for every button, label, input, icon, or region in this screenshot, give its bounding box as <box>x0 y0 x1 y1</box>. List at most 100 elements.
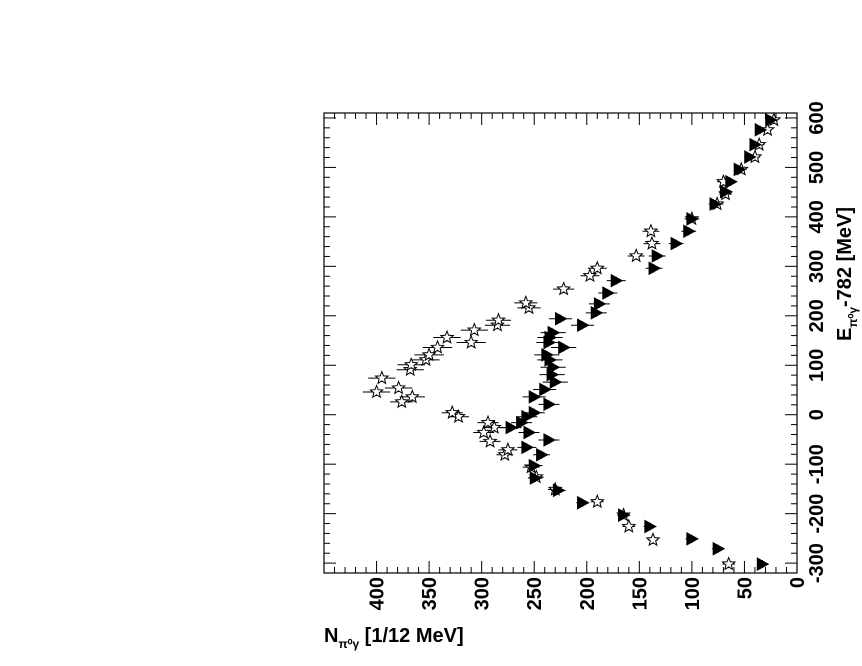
energy-tick-label: -100 <box>806 444 828 484</box>
tick-labels: -300 -200 -100 0 100 200 300 400 500 600 0 50 100 150… <box>367 101 828 610</box>
count-axis-title: Nπ⁰γ [1/12 MeV] <box>324 625 464 651</box>
star-marker <box>482 433 498 448</box>
energy-tick-label: -200 <box>806 494 828 534</box>
triangle-marker <box>543 433 556 447</box>
triangle-marker <box>725 174 738 189</box>
triangle-marker <box>733 162 747 177</box>
triangle-marker <box>577 495 590 510</box>
star-marker <box>644 235 660 250</box>
star-marker <box>429 339 446 354</box>
star-marker <box>404 389 420 404</box>
triangle-marker <box>602 286 615 300</box>
triangle-marker <box>686 532 699 546</box>
count-tick-label: 0 <box>787 577 809 588</box>
count-tick-label: 50 <box>734 577 756 599</box>
energy-tick-label: 300 <box>806 250 828 283</box>
star-marker <box>466 322 482 337</box>
star-marker <box>589 493 605 509</box>
plot-frame <box>323 112 798 574</box>
triangle-marker <box>505 420 519 435</box>
star-marker <box>463 334 479 349</box>
star-marker <box>589 260 605 275</box>
triangle-marker <box>543 397 556 412</box>
energy-axis-title-rest: -782 [MeV] <box>834 207 856 307</box>
star-marker <box>369 384 385 399</box>
triangle-marker <box>539 382 552 397</box>
triangle-marker <box>528 458 542 473</box>
triangle-marker <box>547 360 561 375</box>
axis-ticks <box>324 113 798 574</box>
triangle-marker <box>528 390 542 404</box>
triangle-marker <box>651 249 665 263</box>
triangle-marker <box>644 519 657 534</box>
triangle-marker <box>618 508 631 522</box>
triangle-marker <box>754 122 768 137</box>
triangle-marker <box>648 261 662 276</box>
triangle-marker <box>552 483 566 498</box>
star-marker <box>374 370 390 385</box>
star-marker <box>628 248 644 263</box>
star-marker <box>391 380 407 395</box>
count-axis-title-rest: [1/12 MeV] <box>359 625 463 647</box>
triangle-marker <box>610 273 624 288</box>
count-axis-title-main: N <box>324 625 338 647</box>
count-tick-label: 400 <box>367 577 389 610</box>
triangle-marker <box>521 409 534 424</box>
count-tick-label: 300 <box>472 577 494 610</box>
star-marker <box>394 394 410 409</box>
triangle-marker <box>558 340 571 355</box>
energy-axis-title: Eπ⁰γ-782 [MeV] <box>834 207 860 341</box>
triangle-marker <box>549 375 563 389</box>
star-marker <box>556 281 572 296</box>
triangle-marker <box>528 405 542 420</box>
count-tick-label: 100 <box>682 577 704 610</box>
star-marker <box>582 267 598 283</box>
energy-tick-label: 0 <box>806 409 828 420</box>
energy-tick-label: 500 <box>806 151 828 184</box>
triangle-marker <box>593 297 607 311</box>
triangle-marker <box>744 150 757 164</box>
triangle-marker <box>756 557 770 571</box>
triangle-marker <box>577 318 590 333</box>
triangle-marker <box>749 137 763 152</box>
star-marker <box>500 441 516 457</box>
triangle-marker <box>536 447 549 462</box>
energy-axis-title-main: E <box>834 328 856 341</box>
energy-tick-label: 600 <box>806 101 828 134</box>
triangle-marker <box>720 184 733 199</box>
data-points <box>362 112 782 571</box>
energy-tick-label: 400 <box>806 200 828 233</box>
triangle-marker <box>555 311 568 326</box>
triangle-marker <box>541 348 554 362</box>
count-tick-label: 200 <box>577 577 599 610</box>
star-marker <box>518 295 534 310</box>
count-tick-label: 350 <box>419 577 441 610</box>
triangle-marker <box>709 197 723 211</box>
triangle-marker <box>547 325 561 340</box>
star-marker <box>621 518 637 533</box>
star-marker <box>403 356 419 372</box>
star-marker <box>476 424 492 439</box>
count-tick-label: 150 <box>629 577 651 610</box>
star-marker <box>480 414 496 430</box>
star-marker <box>645 531 661 547</box>
energy-tick-label: 200 <box>806 299 828 332</box>
count-axis-title-sub: π⁰γ <box>338 637 359 651</box>
star-marker <box>490 312 507 327</box>
triangle-marker <box>529 471 543 485</box>
energy-tick-label: -300 <box>806 543 828 583</box>
energy-tick-label: 100 <box>806 349 828 382</box>
count-tick-label: 250 <box>524 577 546 610</box>
star-marker <box>444 404 460 420</box>
star-marker <box>643 223 659 238</box>
triangle-marker <box>765 113 778 127</box>
triangle-marker <box>683 224 696 239</box>
star-marker <box>721 556 737 571</box>
triangle-marker <box>670 236 684 251</box>
triangle-marker <box>686 212 699 226</box>
star-marker <box>439 329 455 344</box>
triangle-marker <box>523 425 537 440</box>
triangle-marker <box>521 440 534 455</box>
triangle-marker <box>712 541 726 556</box>
